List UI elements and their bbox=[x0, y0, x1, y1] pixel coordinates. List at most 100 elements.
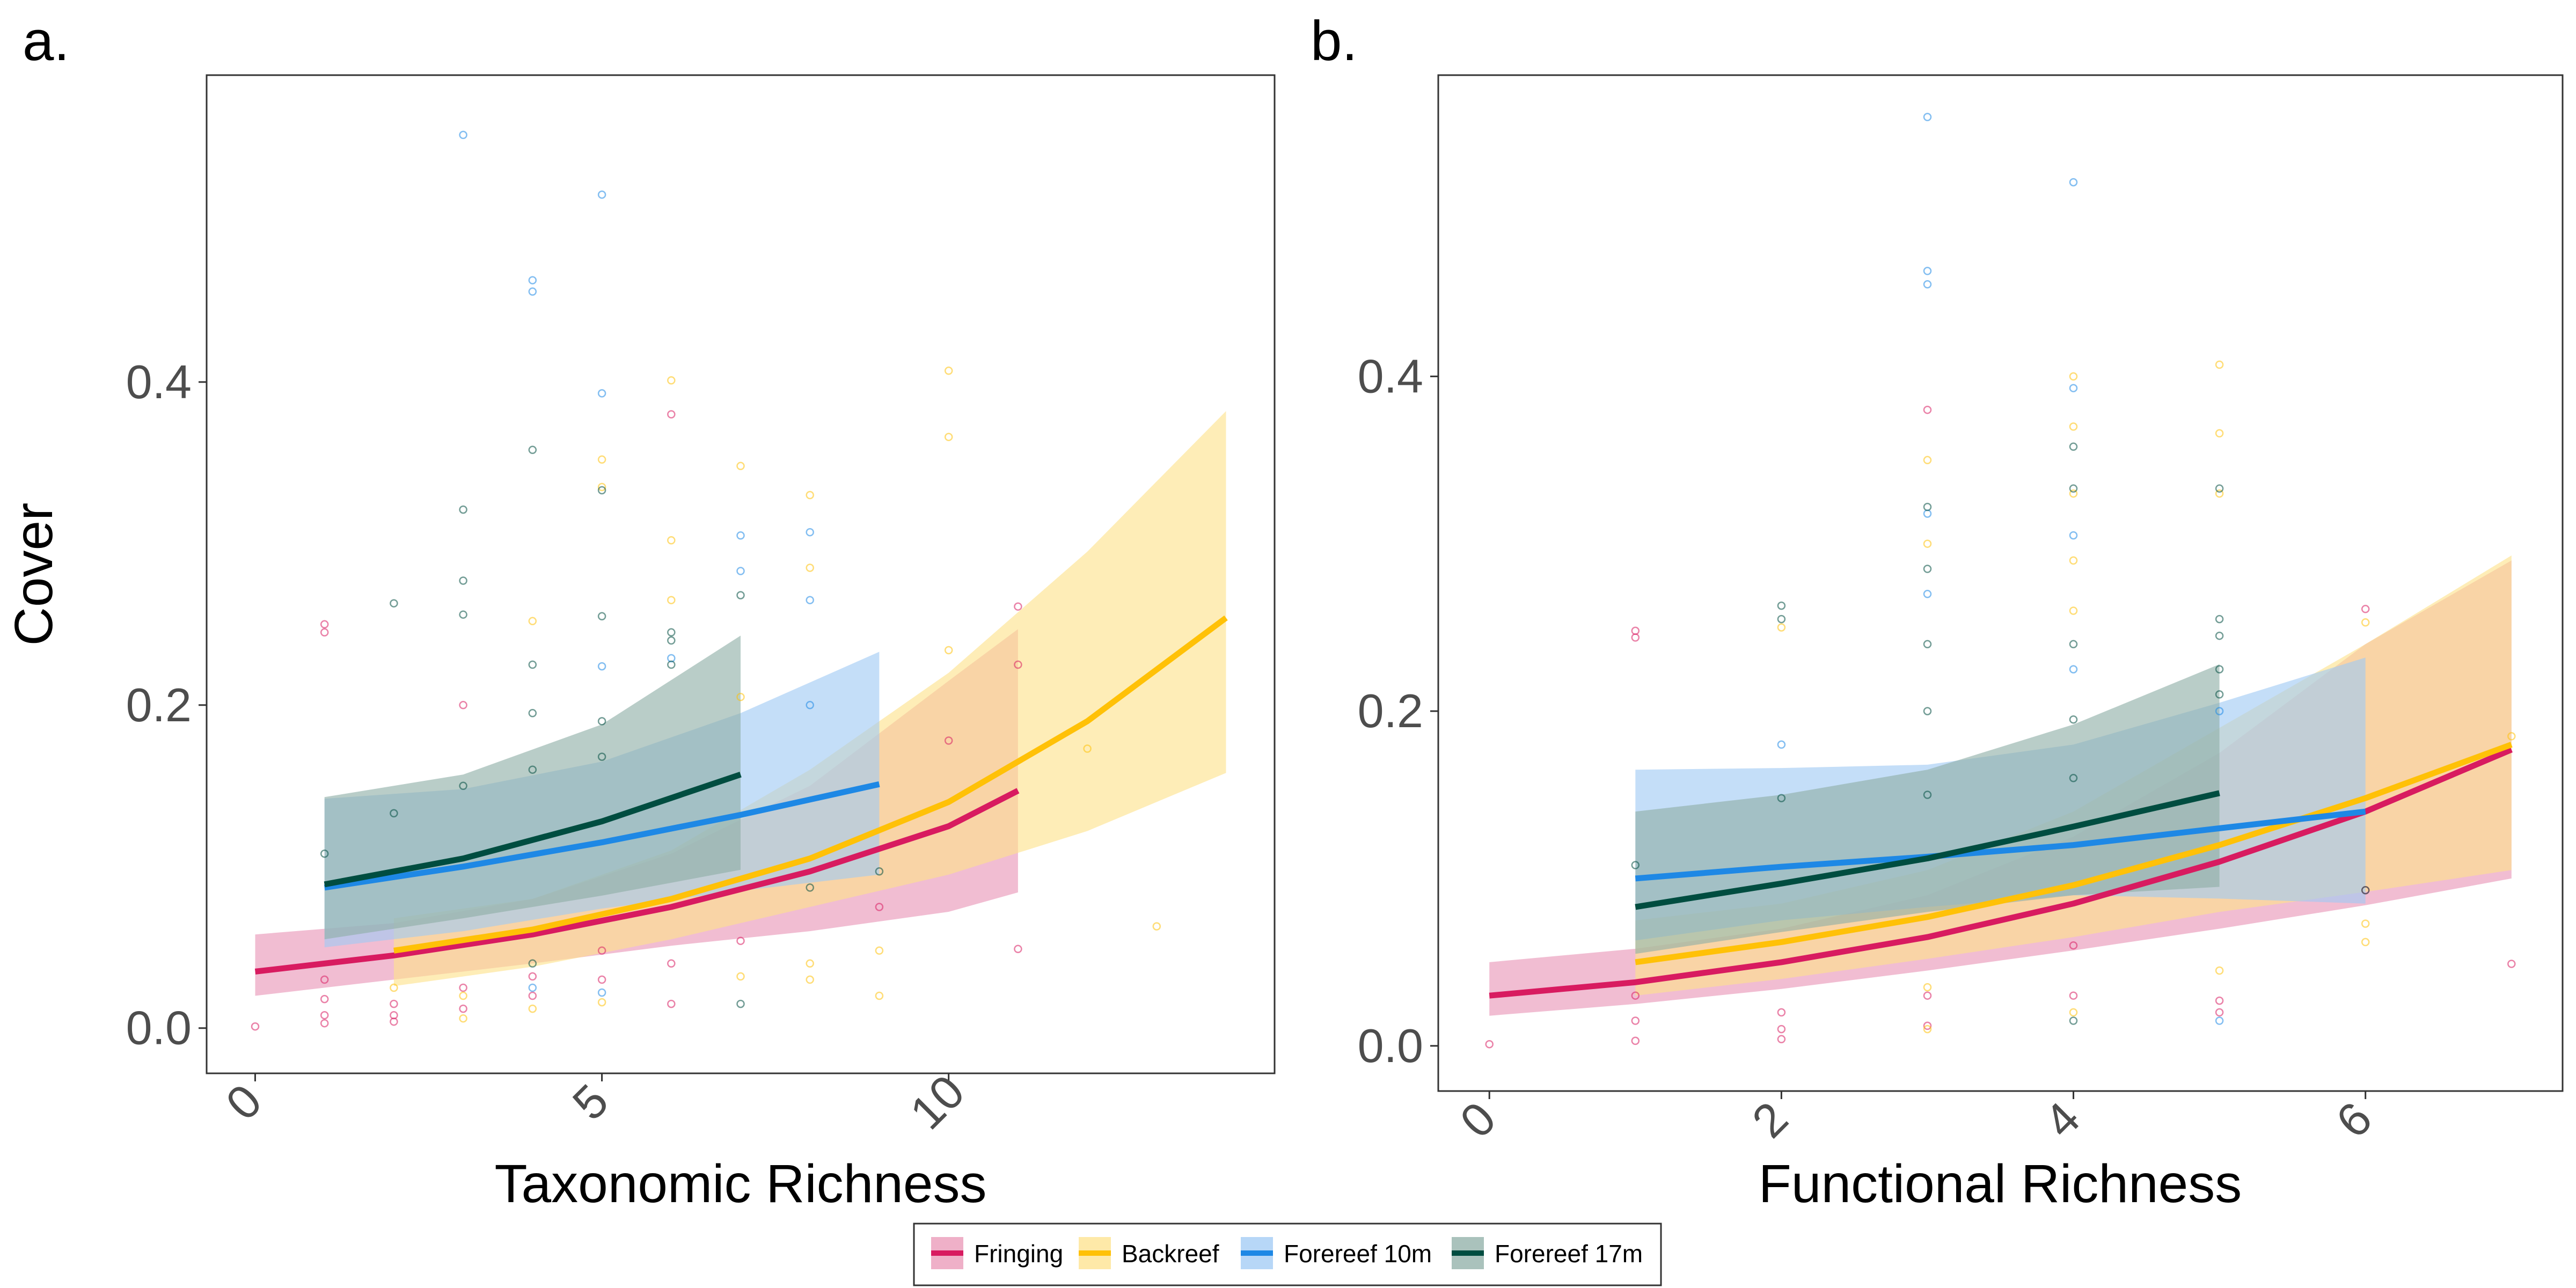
panel-b-point-fringing bbox=[1485, 1040, 1494, 1049]
legend-box bbox=[913, 1223, 1662, 1286]
panel-b-point-forereef-10m bbox=[2069, 178, 2078, 187]
panel-b-point-backreef bbox=[2215, 429, 2224, 438]
panel-b-confidence-bands bbox=[1489, 555, 2512, 1016]
panel-a-point-backreef bbox=[528, 617, 537, 626]
panel-b-point-forereef-17m bbox=[1923, 565, 1932, 573]
panel-b-point-forereef-17m bbox=[1923, 707, 1932, 715]
panel-a-point-forereef-10m bbox=[597, 389, 606, 398]
panel-b-point-forereef-10m bbox=[2215, 707, 2224, 715]
panel-b-x-axis: 0 2 4 6 bbox=[1450, 1091, 2382, 1148]
panel-a-point-forereef-17m bbox=[320, 849, 329, 858]
y-axis-title: Cover bbox=[4, 503, 64, 646]
panel-b-point-forereef-17m bbox=[2215, 690, 2224, 699]
panel-b-points bbox=[1485, 113, 2516, 1049]
panel-b: b. 0.0 0.2 0.4 0 2 4 6 Functional Richness bbox=[1311, 10, 2564, 1214]
panel-b-point-fringing bbox=[2069, 991, 2078, 1000]
panel-a-point-fringing bbox=[320, 1011, 329, 1020]
legend-label: Fringing bbox=[974, 1240, 1063, 1268]
panel-b-point-forereef-10m bbox=[2215, 1016, 2224, 1025]
panel-a-point-forereef-10m bbox=[806, 528, 814, 537]
panel-a-point-fringing bbox=[944, 736, 953, 745]
panel-b-line-fringing bbox=[1489, 747, 2513, 999]
panel-a-ytick-label: 0.2 bbox=[126, 678, 192, 731]
panel-a-point-fringing bbox=[528, 991, 537, 1000]
panel-b-point-fringing bbox=[2507, 960, 2516, 968]
panel-b-point-backreef bbox=[2361, 938, 2370, 947]
panel-b-point-fringing bbox=[1631, 991, 1640, 1000]
panel-b-point-forereef-17m bbox=[1777, 614, 1786, 624]
panel-a-point-forereef-17m bbox=[528, 709, 537, 718]
panel-a-point-backreef bbox=[1083, 744, 1092, 753]
panel-a-confidence-bands bbox=[255, 411, 1226, 996]
panel-b-xtick-label: 4 bbox=[2034, 1092, 2090, 1148]
panel-b-point-forereef-17m bbox=[1631, 861, 1640, 869]
panel-a-point-backreef bbox=[667, 596, 676, 604]
legend-item-fringing: Fringing bbox=[931, 1237, 1063, 1269]
panel-b-point-forereef-17m bbox=[2215, 484, 2224, 493]
panel-a-band-backreef bbox=[393, 411, 1226, 986]
panel-b-point-backreef bbox=[2361, 618, 2370, 627]
panel-a-point-forereef-10m bbox=[736, 531, 745, 540]
panel-b-point-forereef-17m bbox=[1923, 640, 1932, 649]
panel-a-point-fringing bbox=[1014, 660, 1022, 669]
panel-a-point-forereef-17m bbox=[736, 591, 745, 599]
panel-b-point-fringing bbox=[2361, 605, 2370, 613]
panel-a-point-fringing bbox=[320, 620, 329, 629]
panel-b-point-forereef-10m bbox=[1923, 590, 1932, 598]
panel-b-point-forereef-10m bbox=[2069, 384, 2078, 392]
panel-b-frame bbox=[1437, 74, 2564, 1092]
panel-a-point-forereef-17m bbox=[528, 765, 537, 774]
panel-a-point-forereef-10m bbox=[528, 276, 537, 284]
panel-b-point-forereef-17m bbox=[1777, 601, 1786, 610]
panel-a-point-fringing bbox=[320, 1019, 329, 1028]
panel-a-point-forereef-10m bbox=[806, 596, 814, 604]
panel-a-point-forereef-17m bbox=[597, 612, 606, 621]
panel-a-point-fringing bbox=[1014, 945, 1022, 954]
panel-b-point-backreef bbox=[2361, 919, 2370, 928]
panel-a-point-forereef-17m bbox=[806, 883, 814, 892]
panel-b-point-backreef bbox=[2215, 966, 2224, 975]
panel-b-point-fringing bbox=[1777, 1035, 1786, 1044]
panel-b-point-forereef-17m bbox=[1923, 791, 1932, 799]
panel-a-point-fringing bbox=[875, 903, 884, 911]
panel-a-fit-lines bbox=[254, 615, 1228, 975]
panel-a-point-forereef-17m bbox=[390, 599, 398, 608]
panel-a-point-forereef-10m bbox=[736, 567, 745, 575]
panel-b-fit-lines bbox=[1489, 742, 2513, 999]
panel-b-point-backreef bbox=[2507, 732, 2516, 741]
panel-a-point-fringing bbox=[597, 975, 606, 984]
panel-b-point-forereef-17m bbox=[2069, 774, 2078, 782]
panel-a-point-fringing bbox=[251, 1022, 260, 1031]
panel-b-ytick-label: 0.0 bbox=[1358, 1019, 1423, 1072]
legend-label: Backreef bbox=[1122, 1240, 1219, 1268]
panel-b-xtick-label: 6 bbox=[2326, 1092, 2382, 1148]
panel-a-points bbox=[251, 130, 1161, 1031]
panel-b-point-backreef bbox=[2215, 489, 2224, 498]
panel-a-point-fringing bbox=[390, 999, 398, 1008]
panel-a-point-forereef-17m bbox=[875, 867, 884, 876]
panel-a-point-backreef bbox=[944, 646, 953, 655]
panel-a-point-backreef bbox=[806, 564, 814, 572]
panel-b-point-forereef-17m bbox=[2215, 614, 2224, 624]
panel-a-frame bbox=[206, 74, 1276, 1074]
panel-a-point-fringing bbox=[1014, 602, 1022, 611]
panel-a-point-forereef-17m bbox=[736, 999, 745, 1008]
panel-a-point-forereef-17m bbox=[528, 660, 537, 669]
panel-b-point-forereef-10m bbox=[1923, 113, 1932, 121]
legend-label: Forereef 10m bbox=[1284, 1240, 1432, 1268]
panel-b-point-fringing bbox=[1631, 633, 1640, 642]
panel-b-point-forereef-10m bbox=[1923, 280, 1932, 289]
panel-b-point-forereef-17m bbox=[2069, 640, 2078, 649]
panel-a-y-axis: 0.0 0.2 0.4 bbox=[126, 355, 207, 1055]
panel-b-point-backreef bbox=[2069, 489, 2078, 498]
panel-b-point-forereef-17m bbox=[1777, 794, 1786, 802]
panel-b-point-forereef-10m bbox=[2069, 531, 2078, 540]
legend-item-forereef-10m: Forereef 10m bbox=[1241, 1237, 1432, 1269]
panel-a-point-backreef bbox=[597, 455, 606, 464]
legend: Fringing Backreef Forereef 10m Forereef 17m bbox=[913, 1223, 1662, 1286]
panel-b-point-forereef-10m bbox=[2069, 665, 2078, 674]
panel-b-point-backreef bbox=[1923, 983, 1932, 992]
panel-b-point-forereef-17m bbox=[2069, 715, 2078, 724]
panel-a-point-backreef bbox=[736, 692, 745, 701]
panel-a-point-backreef bbox=[736, 972, 745, 981]
